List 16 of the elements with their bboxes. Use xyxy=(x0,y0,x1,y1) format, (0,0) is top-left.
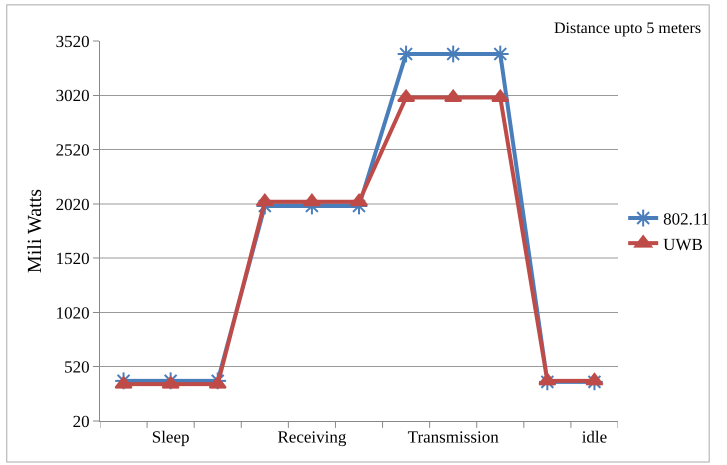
y-tick-label: 3020 xyxy=(56,86,90,106)
y-tick-label: 1020 xyxy=(56,303,90,322)
x-tick-label: Sleep xyxy=(152,427,190,446)
y-axis-title: Mili Watts xyxy=(24,188,46,274)
y-tick-label: 20 xyxy=(72,412,90,431)
y-tick-label: 520 xyxy=(64,358,90,377)
legend-label: UWB xyxy=(663,234,703,254)
x-tick-label: Receiving xyxy=(277,427,347,446)
y-tick-label: 2020 xyxy=(56,194,90,214)
text: Distance upto 5 meters xyxy=(554,20,702,37)
x-tick-label: Transmission xyxy=(408,427,500,446)
legend-label: 802.11 xyxy=(663,210,710,229)
y-tick-label: 1520 xyxy=(56,249,90,268)
x-tick-label: idle xyxy=(582,427,608,446)
y-tick-label: 3520 xyxy=(56,32,90,51)
y-tick-label: 2520 xyxy=(56,140,90,160)
